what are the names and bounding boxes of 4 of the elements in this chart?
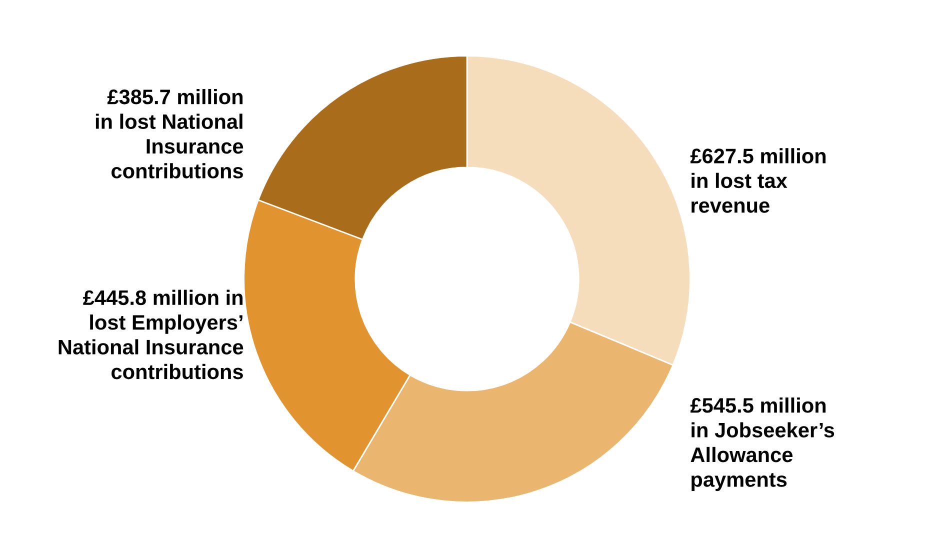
slice-label: £445.8 million in lost Employers’ National Insurance contributions [58, 290, 244, 380]
slice-label: £627.5 million in lost tax revenue [690, 148, 826, 213]
slice-label: £545.5 million in Jobseeker’s Allowance payments [690, 398, 834, 492]
slice-label: £385.7 million in lost National Insurance contributions [96, 88, 244, 178]
